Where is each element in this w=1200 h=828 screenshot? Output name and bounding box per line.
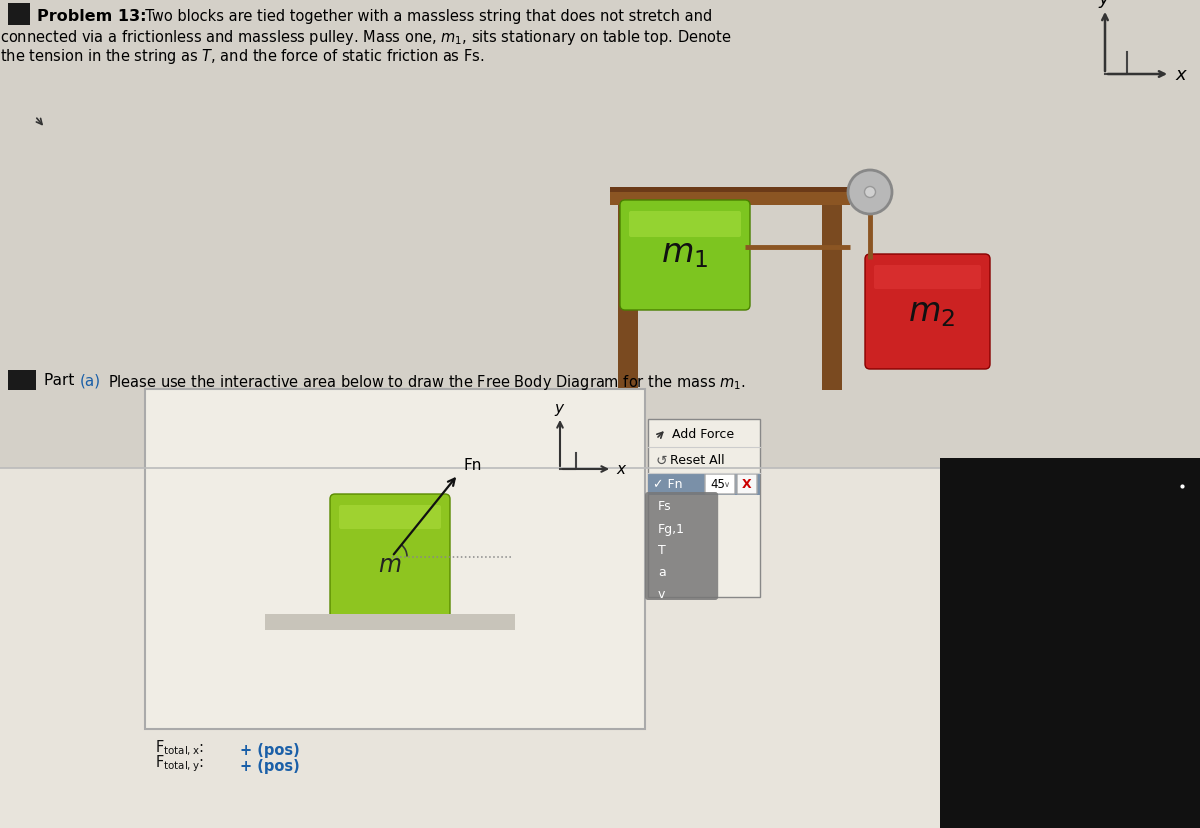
Text: Fg,1: Fg,1 <box>658 522 685 535</box>
Text: connected via a frictionless and massless pulley. Mass one, $m_1$, sits stationa: connected via a frictionless and massles… <box>0 28 732 47</box>
Bar <box>8 4 30 26</box>
Text: a: a <box>658 566 666 579</box>
FancyBboxPatch shape <box>874 266 982 290</box>
Text: Add Force: Add Force <box>672 427 734 440</box>
Bar <box>0 469 1200 828</box>
Text: $x$: $x$ <box>616 462 628 477</box>
Text: $m_1$: $m_1$ <box>661 237 709 270</box>
Text: Part: Part <box>44 373 79 388</box>
Text: Two blocks are tied together with a massless string that does not stretch and: Two blocks are tied together with a mass… <box>136 9 713 24</box>
Text: F$_{\rm total,x}$:: F$_{\rm total,x}$: <box>155 738 210 757</box>
Text: Problem 13:: Problem 13: <box>37 9 146 24</box>
Text: the tension in the string as $T$, and the force of static friction as Fs.: the tension in the string as $T$, and th… <box>0 47 485 66</box>
Text: $x$: $x$ <box>1175 66 1188 84</box>
Text: Fs: Fs <box>658 500 672 513</box>
Text: v: v <box>658 588 665 601</box>
Bar <box>940 459 1200 828</box>
Bar <box>265 614 515 630</box>
FancyBboxPatch shape <box>648 420 760 597</box>
Text: (a): (a) <box>80 373 101 388</box>
Text: v: v <box>658 588 665 601</box>
Text: + (pos): + (pos) <box>240 742 300 757</box>
Text: $y$: $y$ <box>554 402 565 417</box>
Text: Fg,1: Fg,1 <box>658 522 685 535</box>
Text: ↺: ↺ <box>656 454 667 468</box>
Text: + (pos): + (pos) <box>240 758 300 773</box>
Text: Fn: Fn <box>463 458 481 473</box>
Text: a: a <box>658 566 666 579</box>
Text: Reset All: Reset All <box>670 454 725 467</box>
Text: F$_{\rm total,y}$:: F$_{\rm total,y}$: <box>155 753 210 773</box>
FancyBboxPatch shape <box>865 255 990 369</box>
Text: T: T <box>658 544 666 556</box>
Bar <box>822 205 842 391</box>
Bar <box>618 205 638 391</box>
FancyBboxPatch shape <box>737 474 757 494</box>
FancyBboxPatch shape <box>340 505 442 529</box>
FancyBboxPatch shape <box>620 200 750 310</box>
Ellipse shape <box>848 171 892 214</box>
Text: $m$: $m$ <box>378 553 402 577</box>
Bar <box>648 474 760 495</box>
FancyBboxPatch shape <box>145 389 646 729</box>
FancyBboxPatch shape <box>330 494 450 619</box>
Text: 45: 45 <box>710 478 725 491</box>
FancyBboxPatch shape <box>629 212 742 238</box>
Text: Fs: Fs <box>658 500 672 513</box>
Ellipse shape <box>864 187 876 198</box>
Text: $m_2$: $m_2$ <box>908 296 955 329</box>
Text: T: T <box>658 544 666 556</box>
Text: X: X <box>742 478 752 491</box>
FancyBboxPatch shape <box>706 474 736 494</box>
Text: $y$: $y$ <box>1098 0 1111 10</box>
Text: Please use the interactive area below to draw the Free Body Diagram for the mass: Please use the interactive area below to… <box>108 373 745 392</box>
Bar <box>610 188 850 193</box>
Bar <box>8 371 36 391</box>
Text: ∨: ∨ <box>724 480 730 489</box>
FancyBboxPatch shape <box>646 493 719 600</box>
Text: ✓ Fn: ✓ Fn <box>653 478 683 491</box>
FancyBboxPatch shape <box>610 188 850 205</box>
